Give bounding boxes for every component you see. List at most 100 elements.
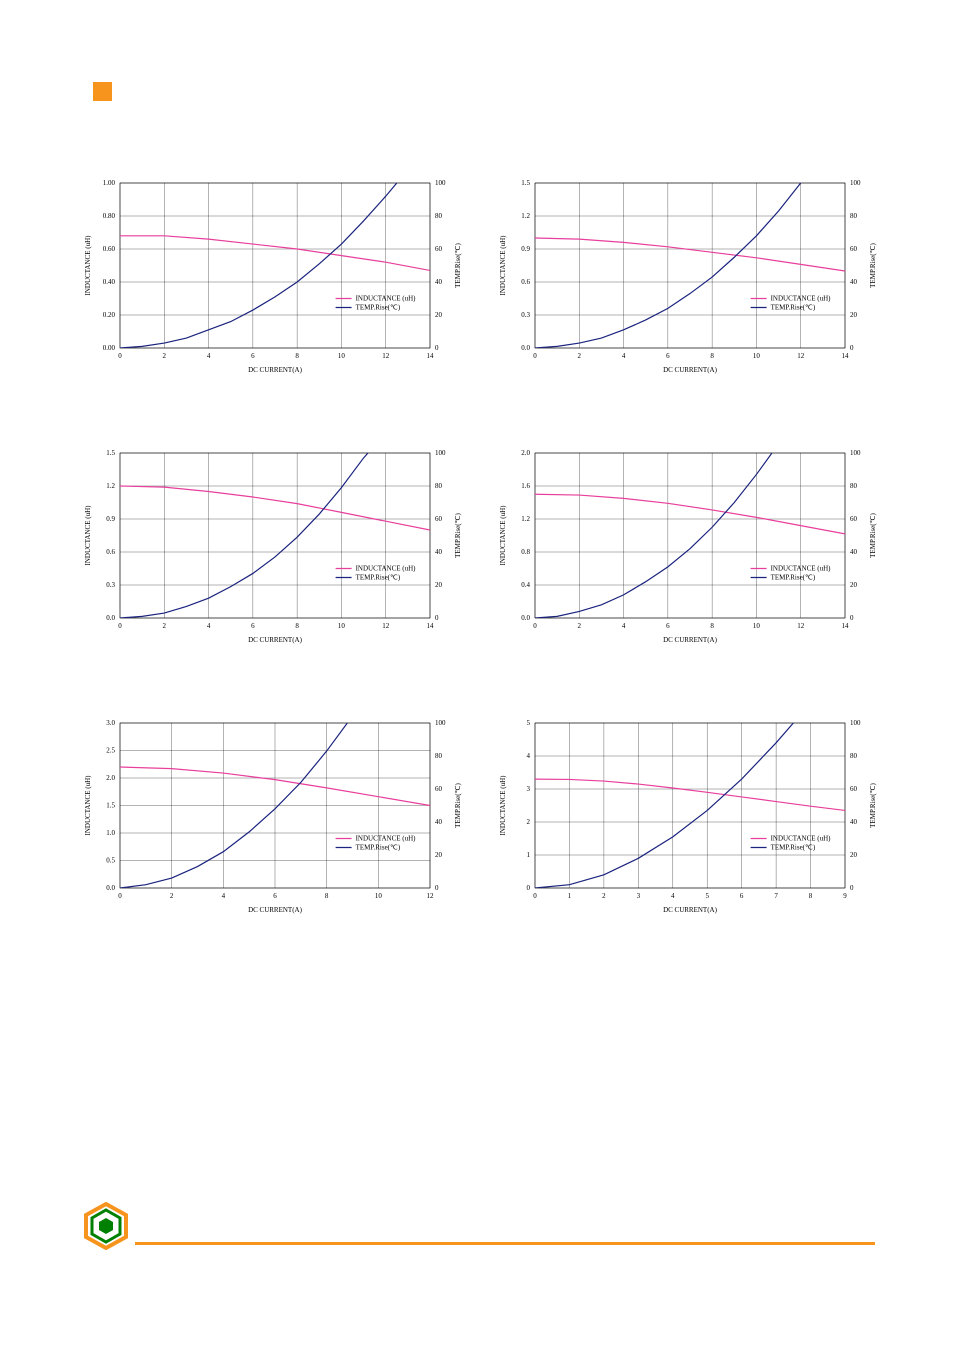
svg-text:80: 80: [850, 212, 858, 220]
svg-text:6: 6: [740, 892, 744, 900]
svg-text:TEMP.Rise(℃): TEMP.Rise(℃): [356, 304, 401, 312]
svg-text:2: 2: [527, 818, 531, 826]
svg-text:0: 0: [435, 614, 439, 622]
svg-text:3: 3: [527, 785, 531, 793]
svg-text:10: 10: [375, 892, 383, 900]
svg-text:20: 20: [850, 311, 858, 319]
svg-text:1.0: 1.0: [106, 829, 115, 837]
svg-text:DC CURRENT(A): DC CURRENT(A): [248, 366, 303, 374]
svg-text:0.9: 0.9: [521, 245, 530, 253]
svg-text:DC CURRENT(A): DC CURRENT(A): [663, 906, 718, 914]
svg-text:0.20: 0.20: [103, 311, 116, 319]
svg-text:DC CURRENT(A): DC CURRENT(A): [248, 636, 303, 644]
svg-text:0.60: 0.60: [103, 245, 116, 253]
svg-text:0.3: 0.3: [521, 311, 530, 319]
svg-text:20: 20: [435, 851, 443, 859]
section-bullet: [93, 82, 112, 101]
svg-text:80: 80: [435, 212, 443, 220]
svg-text:4: 4: [222, 892, 226, 900]
svg-text:2: 2: [170, 892, 174, 900]
svg-text:8: 8: [295, 352, 299, 360]
svg-text:100: 100: [850, 719, 861, 727]
svg-text:0.0: 0.0: [521, 344, 530, 352]
svg-text:8: 8: [295, 622, 299, 630]
svg-text:12: 12: [427, 892, 435, 900]
charts-grid: 0.000.200.400.600.801.000246810121402040…: [80, 175, 880, 985]
svg-text:60: 60: [435, 515, 443, 523]
svg-text:TEMP.Rise(℃): TEMP.Rise(℃): [771, 574, 816, 582]
footer-divider: [135, 1242, 875, 1245]
svg-text:10: 10: [753, 352, 761, 360]
svg-text:60: 60: [850, 785, 858, 793]
svg-text:0.00: 0.00: [103, 344, 116, 352]
svg-text:4: 4: [207, 622, 211, 630]
svg-text:2: 2: [578, 352, 582, 360]
svg-text:12: 12: [797, 622, 805, 630]
svg-text:60: 60: [435, 245, 443, 253]
svg-text:80: 80: [435, 482, 443, 490]
svg-text:5: 5: [705, 892, 709, 900]
svg-text:INDUCTANCE (uH): INDUCTANCE (uH): [356, 565, 417, 573]
svg-text:60: 60: [850, 245, 858, 253]
chart-5: 0.00.51.01.52.02.53.00246810120204060801…: [80, 715, 465, 920]
svg-text:10: 10: [338, 622, 346, 630]
svg-text:INDUCTANCE (uH): INDUCTANCE (uH): [499, 505, 507, 566]
svg-text:TEMP.Rise(℃): TEMP.Rise(℃): [869, 783, 877, 828]
svg-text:1: 1: [568, 892, 572, 900]
svg-text:80: 80: [435, 752, 443, 760]
svg-text:40: 40: [435, 818, 443, 826]
svg-text:2: 2: [163, 352, 167, 360]
chart-6: 0123450123456789020406080100DC CURRENT(A…: [495, 715, 880, 920]
svg-text:100: 100: [435, 449, 446, 457]
svg-text:14: 14: [842, 622, 850, 630]
svg-text:TEMP.Rise(℃): TEMP.Rise(℃): [869, 513, 877, 558]
svg-text:4: 4: [207, 352, 211, 360]
svg-text:6: 6: [666, 352, 670, 360]
svg-text:INDUCTANCE (uH): INDUCTANCE (uH): [356, 835, 417, 843]
svg-text:20: 20: [435, 581, 443, 589]
svg-text:40: 40: [435, 278, 443, 286]
svg-text:0: 0: [118, 892, 122, 900]
svg-text:5: 5: [527, 719, 531, 727]
svg-text:INDUCTANCE (uH): INDUCTANCE (uH): [499, 775, 507, 836]
svg-text:0.0: 0.0: [106, 614, 115, 622]
svg-text:40: 40: [850, 818, 858, 826]
svg-text:0.8: 0.8: [521, 548, 530, 556]
svg-text:INDUCTANCE (uH): INDUCTANCE (uH): [771, 565, 832, 573]
svg-text:60: 60: [435, 785, 443, 793]
svg-text:4: 4: [671, 892, 675, 900]
svg-text:8: 8: [710, 622, 714, 630]
svg-text:4: 4: [527, 752, 531, 760]
svg-text:0: 0: [118, 622, 122, 630]
svg-text:1.5: 1.5: [521, 179, 530, 187]
svg-text:14: 14: [842, 352, 850, 360]
svg-text:0.4: 0.4: [521, 581, 530, 589]
svg-text:1.2: 1.2: [106, 482, 115, 490]
svg-text:8: 8: [710, 352, 714, 360]
svg-text:INDUCTANCE (uH): INDUCTANCE (uH): [356, 295, 417, 303]
svg-text:0: 0: [850, 614, 854, 622]
svg-text:4: 4: [622, 622, 626, 630]
svg-text:0.3: 0.3: [106, 581, 115, 589]
svg-text:INDUCTANCE (uH): INDUCTANCE (uH): [771, 835, 832, 843]
svg-text:INDUCTANCE (uH): INDUCTANCE (uH): [499, 235, 507, 296]
svg-text:0.80: 0.80: [103, 212, 116, 220]
svg-text:TEMP.Rise(℃): TEMP.Rise(℃): [771, 304, 816, 312]
svg-text:14: 14: [427, 622, 435, 630]
svg-text:2.5: 2.5: [106, 747, 115, 755]
svg-text:INDUCTANCE (uH): INDUCTANCE (uH): [84, 235, 92, 296]
svg-text:40: 40: [850, 548, 858, 556]
svg-text:60: 60: [850, 515, 858, 523]
svg-text:1.00: 1.00: [103, 179, 116, 187]
svg-text:0.0: 0.0: [521, 614, 530, 622]
svg-text:12: 12: [797, 352, 805, 360]
svg-text:TEMP.Rise(℃): TEMP.Rise(℃): [454, 513, 462, 558]
svg-text:100: 100: [435, 179, 446, 187]
svg-text:2.0: 2.0: [106, 774, 115, 782]
svg-text:12: 12: [382, 622, 390, 630]
svg-text:6: 6: [273, 892, 277, 900]
svg-text:8: 8: [325, 892, 329, 900]
svg-text:4: 4: [622, 352, 626, 360]
chart-2: 0.00.30.60.91.21.50246810121402040608010…: [495, 175, 880, 380]
svg-text:1: 1: [527, 851, 531, 859]
